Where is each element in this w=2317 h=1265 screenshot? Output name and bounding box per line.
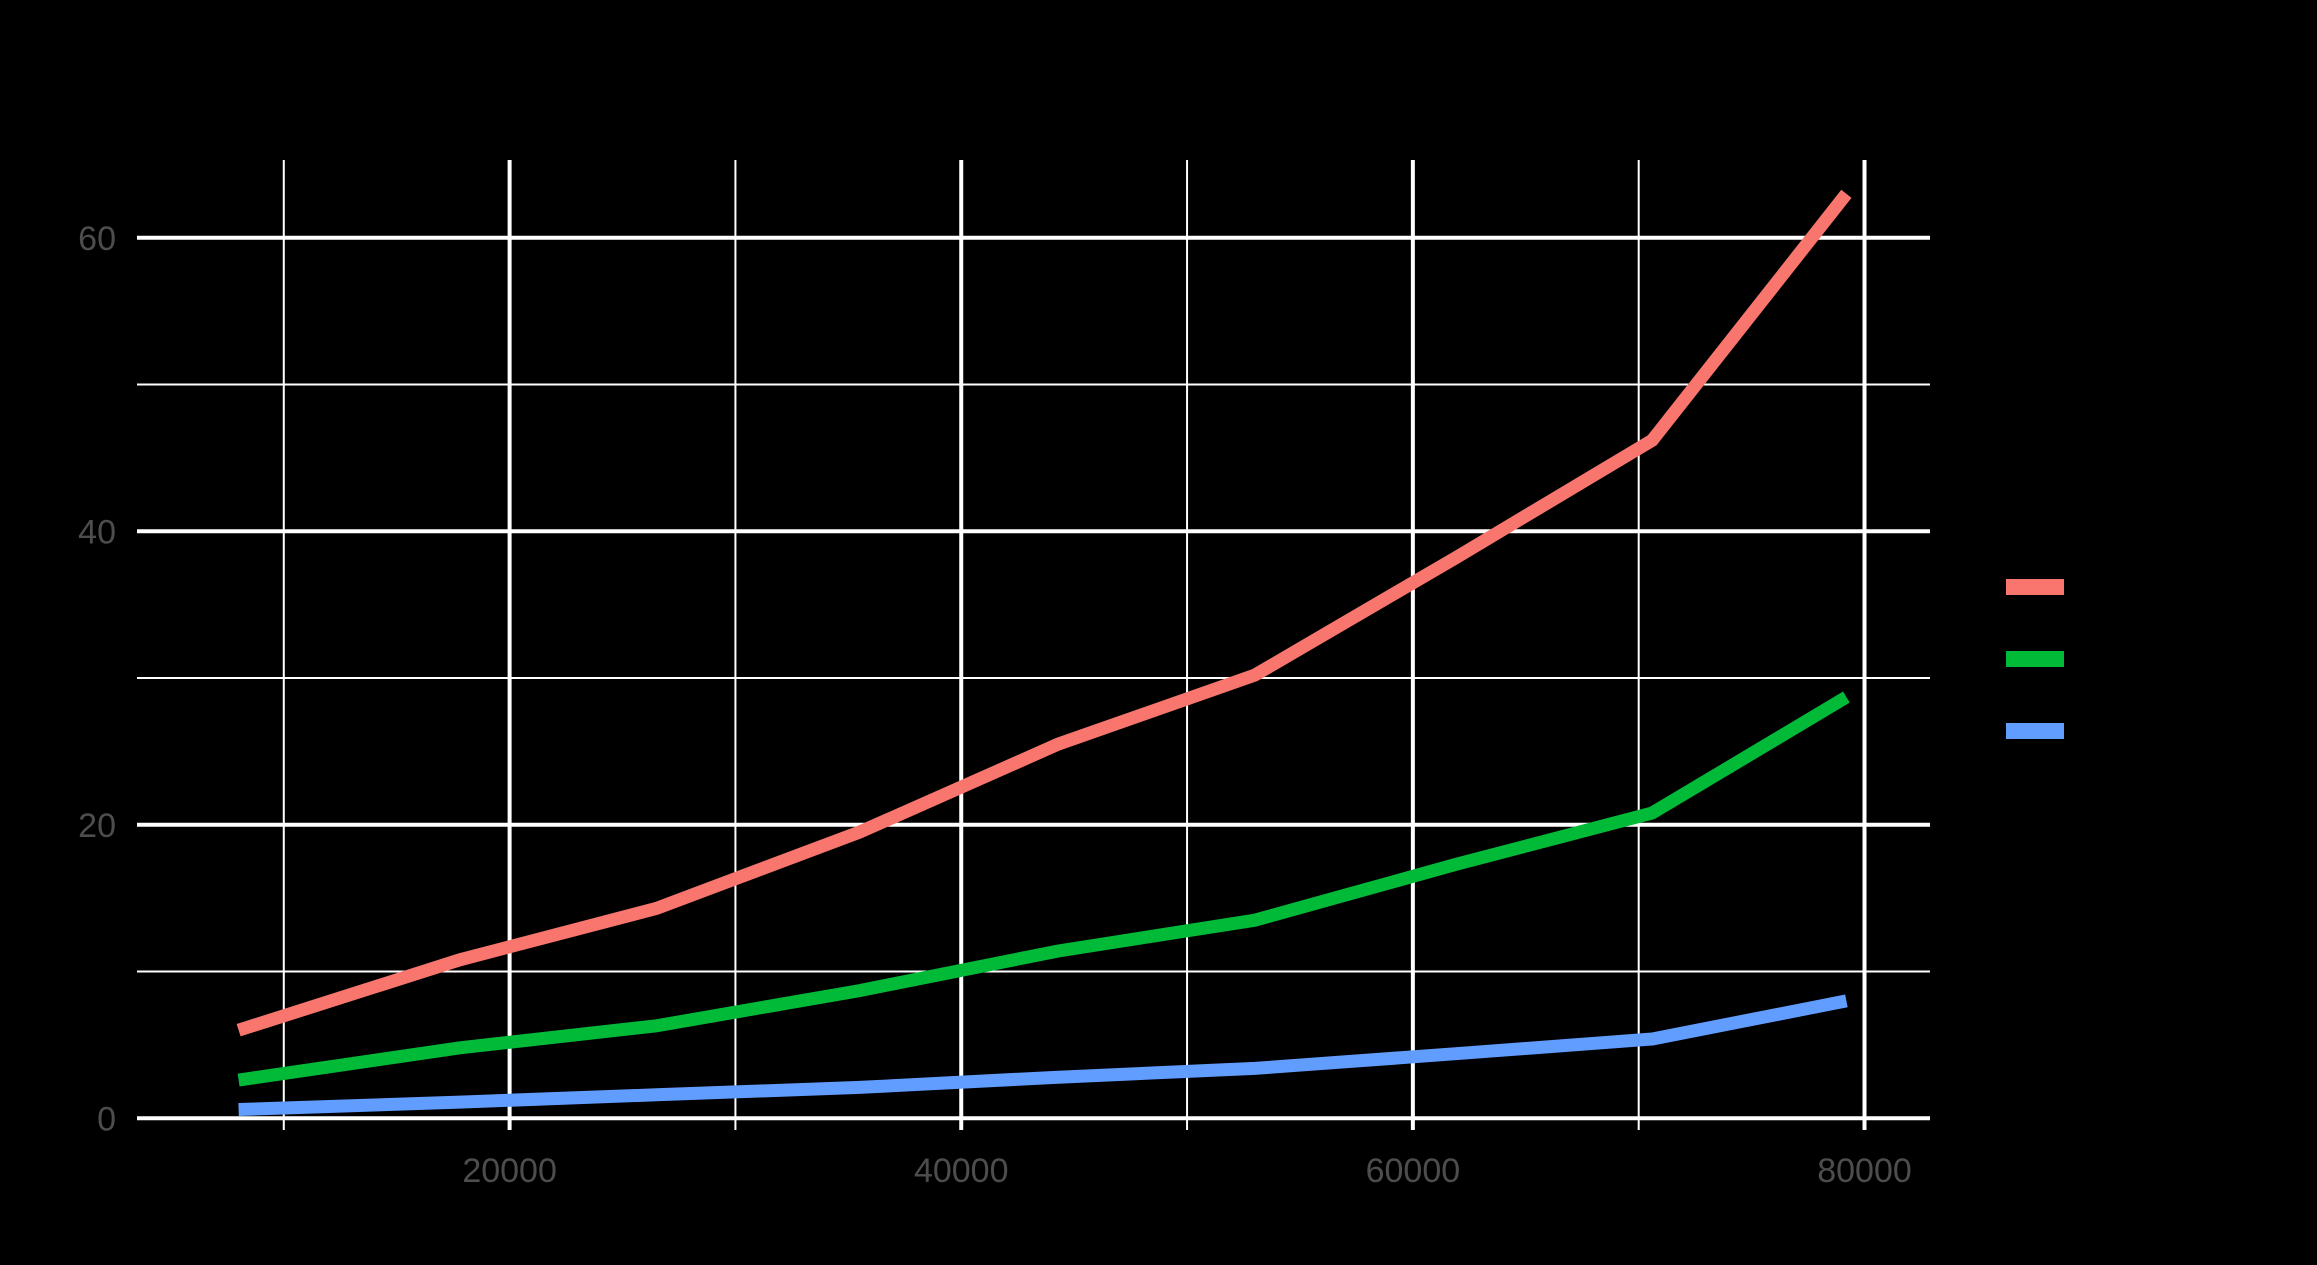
x-tick-label: 80000 [1817, 1152, 1912, 1190]
legend-key-1 [2006, 579, 2064, 595]
legend-key-3 [2006, 723, 2064, 739]
x-tick-label: 60000 [1366, 1152, 1461, 1190]
series-line-2 [237, 691, 1850, 1087]
x-tick-label: 20000 [462, 1152, 557, 1190]
series-line-1 [236, 189, 1852, 1037]
y-axis-tick-labels: 0 20 40 60 [78, 220, 116, 1138]
x-tick-label: 40000 [914, 1152, 1009, 1190]
minor-gridlines [137, 160, 1930, 1130]
series-lines [236, 189, 1852, 1116]
series-line-3 [238, 994, 1848, 1116]
y-tick-label: 0 [97, 1100, 116, 1138]
y-tick-label: 60 [78, 220, 116, 258]
legend-key-2 [2006, 651, 2064, 667]
y-tick-label: 20 [78, 807, 116, 845]
legend [2006, 579, 2064, 739]
x-axis-tick-labels: 20000 40000 60000 80000 [462, 1152, 1911, 1190]
major-gridlines [137, 160, 1930, 1130]
y-tick-label: 40 [78, 513, 116, 551]
